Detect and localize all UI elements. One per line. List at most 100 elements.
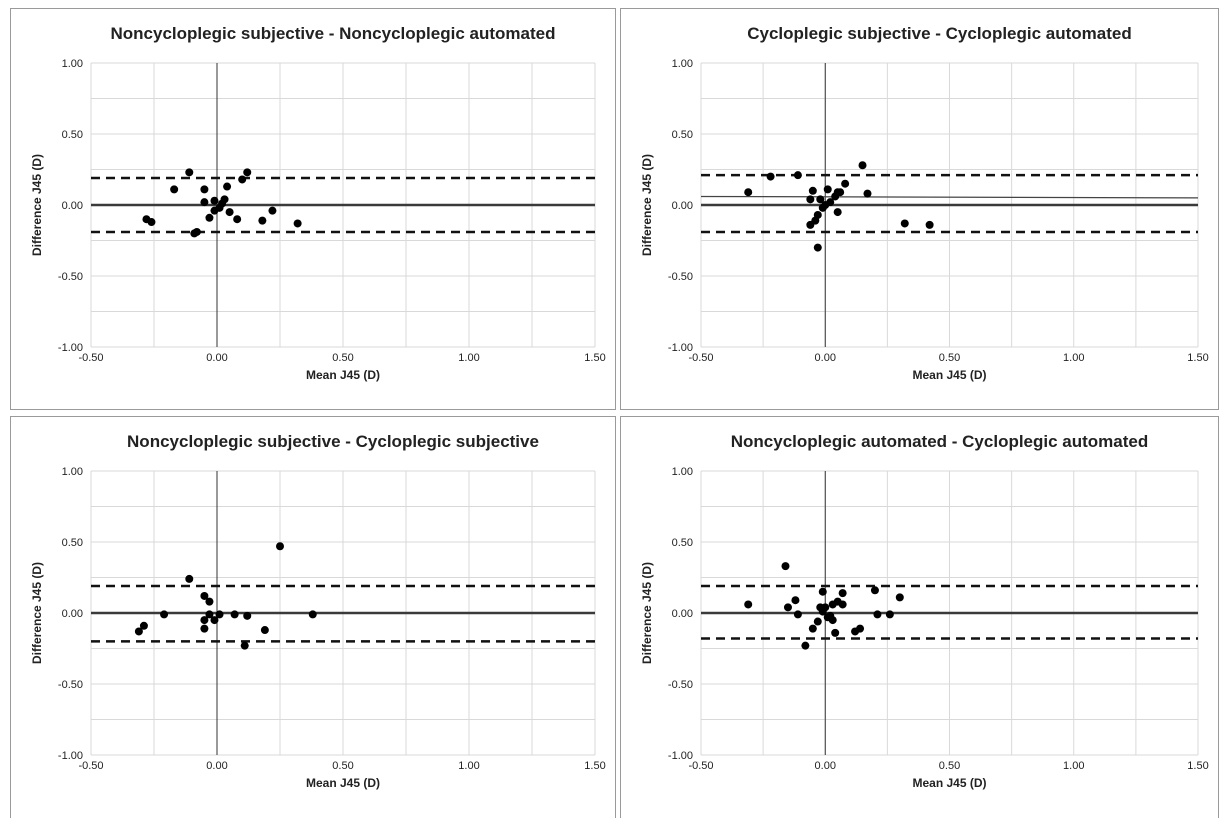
chart-panel-3: Noncycloplegic subjective - Cycloplegic … xyxy=(10,416,616,818)
data-point xyxy=(806,195,815,204)
data-point xyxy=(833,208,842,217)
trend-line xyxy=(700,195,1199,199)
data-point xyxy=(220,195,229,204)
y-tick-label: -1.00 xyxy=(58,342,83,354)
data-point xyxy=(215,610,224,619)
chart-svg-4: Noncycloplegic automated - Cycloplegic a… xyxy=(640,432,1209,790)
data-point xyxy=(813,243,822,252)
data-point xyxy=(870,586,879,595)
chart-panel-1: Noncycloplegic subjective - Noncyclopleg… xyxy=(10,8,616,410)
data-point xyxy=(210,196,219,205)
data-point xyxy=(816,195,825,204)
data-point xyxy=(783,603,792,612)
data-point xyxy=(185,168,194,177)
chart-title: Noncycloplegic automated - Cycloplegic a… xyxy=(731,432,1149,451)
data-point xyxy=(233,215,242,224)
data-point xyxy=(838,589,847,598)
chart-svg-3: Noncycloplegic subjective - Cycloplegic … xyxy=(30,432,606,790)
data-point xyxy=(200,185,209,194)
data-point xyxy=(781,562,790,571)
data-point xyxy=(813,617,822,626)
data-point xyxy=(134,627,143,636)
data-point xyxy=(293,219,302,228)
x-axis-label: Mean J45 (D) xyxy=(912,776,986,790)
data-point xyxy=(766,172,775,181)
x-tick-label: 0.50 xyxy=(332,352,353,364)
data-point xyxy=(170,185,179,194)
x-tick-label: 1.50 xyxy=(1187,760,1208,772)
data-point xyxy=(925,220,934,229)
chart-svg-2: Cycloplegic subjective - Cycloplegic aut… xyxy=(640,24,1209,382)
data-point xyxy=(276,542,284,551)
x-tick-label: 0.50 xyxy=(939,352,960,364)
chart-title: Noncycloplegic subjective - Noncyclopleg… xyxy=(111,24,556,43)
x-tick-label: 1.00 xyxy=(458,352,479,364)
data-point xyxy=(200,591,209,600)
data-point xyxy=(225,208,234,217)
data-point xyxy=(856,624,865,633)
y-tick-label: 1.00 xyxy=(672,466,693,478)
y-tick-label: 1.00 xyxy=(62,58,83,70)
data-point xyxy=(260,626,269,635)
data-point xyxy=(885,610,894,619)
data-point xyxy=(243,168,252,177)
data-point xyxy=(895,593,904,602)
data-point xyxy=(200,198,209,207)
chart-svg-1: Noncycloplegic subjective - Noncyclopleg… xyxy=(30,24,606,382)
y-tick-label: 0.50 xyxy=(672,129,693,141)
x-tick-label: 1.00 xyxy=(1063,760,1084,772)
data-point xyxy=(836,188,845,197)
y-axis-label: Difference J45 (D) xyxy=(640,154,654,256)
data-point xyxy=(791,596,800,605)
y-tick-label: -1.00 xyxy=(58,750,83,762)
data-point xyxy=(818,587,827,596)
data-point xyxy=(793,610,802,619)
data-point xyxy=(801,641,810,650)
y-tick-label: 1.00 xyxy=(62,466,83,478)
data-point xyxy=(841,179,850,188)
x-tick-label: 0.00 xyxy=(815,352,836,364)
data-point xyxy=(828,616,837,625)
data-point xyxy=(744,188,753,197)
x-tick-label: -0.50 xyxy=(78,760,103,772)
y-tick-label: 0.50 xyxy=(672,537,693,549)
data-point xyxy=(200,624,209,633)
x-tick-label: 0.00 xyxy=(815,760,836,772)
data-point xyxy=(210,616,219,625)
y-tick-label: 0.50 xyxy=(62,129,83,141)
data-point xyxy=(858,161,867,170)
y-tick-label: 1.00 xyxy=(672,58,693,70)
data-point xyxy=(147,218,156,227)
y-tick-label: -0.50 xyxy=(668,679,693,691)
x-tick-label: 0.00 xyxy=(206,352,227,364)
y-axis-label: Difference J45 (D) xyxy=(30,562,44,664)
data-point xyxy=(185,574,194,583)
x-tick-label: 1.00 xyxy=(1063,352,1084,364)
data-point xyxy=(268,206,277,215)
data-point xyxy=(744,600,753,609)
y-tick-label: -1.00 xyxy=(668,750,693,762)
data-point xyxy=(230,610,239,619)
x-tick-label: 0.50 xyxy=(939,760,960,772)
y-tick-label: -0.50 xyxy=(58,271,83,283)
data-point xyxy=(258,216,267,225)
data-point xyxy=(873,610,882,619)
data-point xyxy=(863,189,872,198)
y-tick-label: -0.50 xyxy=(58,679,83,691)
data-point xyxy=(243,611,252,620)
data-point xyxy=(808,186,817,195)
x-tick-label: 1.50 xyxy=(584,352,605,364)
data-point xyxy=(240,641,249,650)
x-tick-label: -0.50 xyxy=(688,352,713,364)
data-point xyxy=(205,213,214,222)
y-axis-label: Difference J45 (D) xyxy=(640,562,654,664)
x-tick-label: -0.50 xyxy=(78,352,103,364)
x-tick-label: 1.50 xyxy=(584,760,605,772)
x-axis-label: Mean J45 (D) xyxy=(912,368,986,382)
data-point xyxy=(838,600,847,609)
data-point xyxy=(826,198,835,207)
data-point xyxy=(823,185,832,194)
y-tick-label: 0.00 xyxy=(672,200,693,212)
y-axis-label: Difference J45 (D) xyxy=(30,154,44,256)
data-point xyxy=(160,610,169,619)
